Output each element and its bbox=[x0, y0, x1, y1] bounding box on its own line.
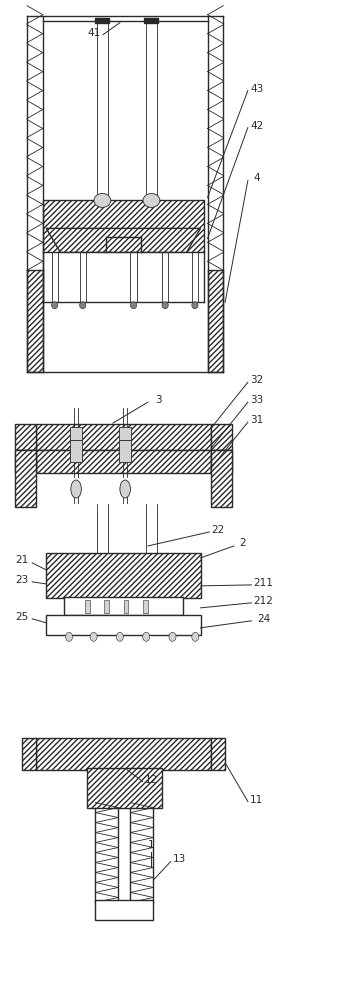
Ellipse shape bbox=[169, 632, 176, 641]
Bar bbox=[87, 768, 162, 808]
Text: 13: 13 bbox=[173, 854, 186, 864]
Text: 23: 23 bbox=[15, 575, 29, 585]
Bar bbox=[211, 450, 232, 507]
Text: 12: 12 bbox=[145, 775, 158, 785]
Bar bbox=[119, 440, 132, 462]
Ellipse shape bbox=[90, 632, 97, 641]
Bar bbox=[208, 270, 223, 372]
Ellipse shape bbox=[131, 302, 137, 309]
Bar bbox=[64, 597, 183, 615]
Ellipse shape bbox=[94, 193, 111, 207]
Bar bbox=[211, 424, 232, 450]
Bar bbox=[22, 738, 36, 770]
Bar bbox=[36, 424, 211, 450]
Ellipse shape bbox=[143, 193, 160, 207]
Text: 211: 211 bbox=[254, 578, 274, 588]
Bar bbox=[27, 270, 43, 372]
Ellipse shape bbox=[51, 302, 58, 309]
Bar bbox=[105, 600, 109, 613]
Bar bbox=[70, 440, 82, 462]
Bar bbox=[144, 18, 158, 23]
Bar bbox=[211, 450, 232, 473]
Bar bbox=[43, 200, 204, 252]
Text: 4: 4 bbox=[253, 173, 260, 183]
Bar bbox=[15, 450, 36, 473]
Bar bbox=[15, 450, 36, 507]
Text: 41: 41 bbox=[87, 28, 100, 38]
Bar bbox=[70, 427, 82, 440]
Bar bbox=[143, 600, 147, 613]
Text: 3: 3 bbox=[155, 395, 162, 405]
Ellipse shape bbox=[80, 302, 86, 309]
Bar bbox=[46, 615, 201, 635]
Text: 31: 31 bbox=[250, 415, 263, 425]
Bar bbox=[85, 600, 90, 613]
Ellipse shape bbox=[143, 632, 150, 641]
Ellipse shape bbox=[192, 632, 199, 641]
Text: 22: 22 bbox=[212, 525, 225, 535]
Text: 43: 43 bbox=[250, 84, 263, 94]
Ellipse shape bbox=[162, 302, 168, 309]
Ellipse shape bbox=[71, 480, 81, 498]
Polygon shape bbox=[46, 228, 201, 252]
Bar bbox=[36, 738, 211, 770]
Text: 212: 212 bbox=[254, 596, 274, 606]
Text: 42: 42 bbox=[250, 121, 263, 131]
Bar bbox=[15, 424, 36, 450]
Bar bbox=[211, 738, 225, 770]
Text: 2: 2 bbox=[239, 538, 246, 548]
Text: 11: 11 bbox=[250, 795, 263, 805]
Ellipse shape bbox=[65, 632, 73, 641]
Bar bbox=[124, 600, 128, 613]
Text: 33: 33 bbox=[250, 395, 263, 405]
Text: 21: 21 bbox=[15, 555, 29, 565]
Ellipse shape bbox=[117, 632, 124, 641]
Text: 32: 32 bbox=[250, 375, 263, 385]
Bar bbox=[36, 450, 211, 473]
Text: 25: 25 bbox=[15, 612, 29, 622]
Ellipse shape bbox=[192, 302, 198, 309]
Text: 24: 24 bbox=[257, 614, 270, 624]
Ellipse shape bbox=[120, 480, 131, 498]
Bar bbox=[119, 427, 132, 440]
Text: 1: 1 bbox=[148, 840, 155, 850]
Bar bbox=[95, 900, 153, 920]
Bar bbox=[46, 553, 201, 598]
Bar bbox=[95, 18, 109, 23]
